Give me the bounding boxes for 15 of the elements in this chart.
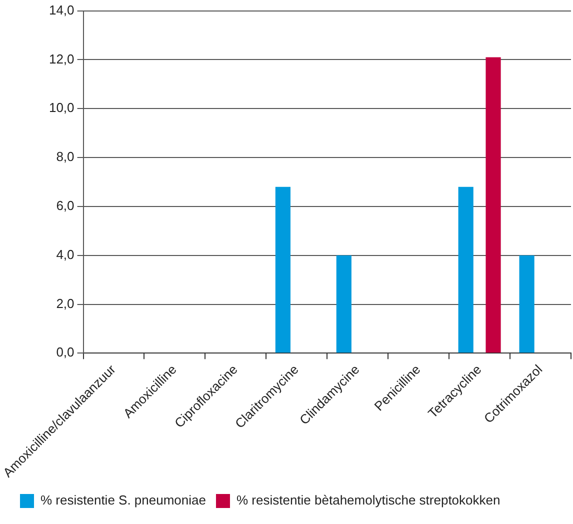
y-tick-label: 4,0 [56,246,74,262]
bar [519,255,534,353]
y-tick-label: 0,0 [56,344,74,360]
y-tick-label: 6,0 [56,198,74,214]
bar [275,186,290,353]
bar [336,255,352,353]
legend-label: % resistentie bètahemolytische streptokokken [236,492,500,508]
y-tick-label: 10,0 [48,100,74,116]
y-tick-label: 8,0 [56,149,74,164]
bar [458,186,474,353]
legend-label: % resistentie S. pneumoniae [40,492,206,508]
y-tick-label: 12,0 [48,51,74,66]
y-tick-label: 14,0 [48,2,74,18]
y-tick-label: 2,0 [56,296,74,311]
bar [486,57,501,353]
